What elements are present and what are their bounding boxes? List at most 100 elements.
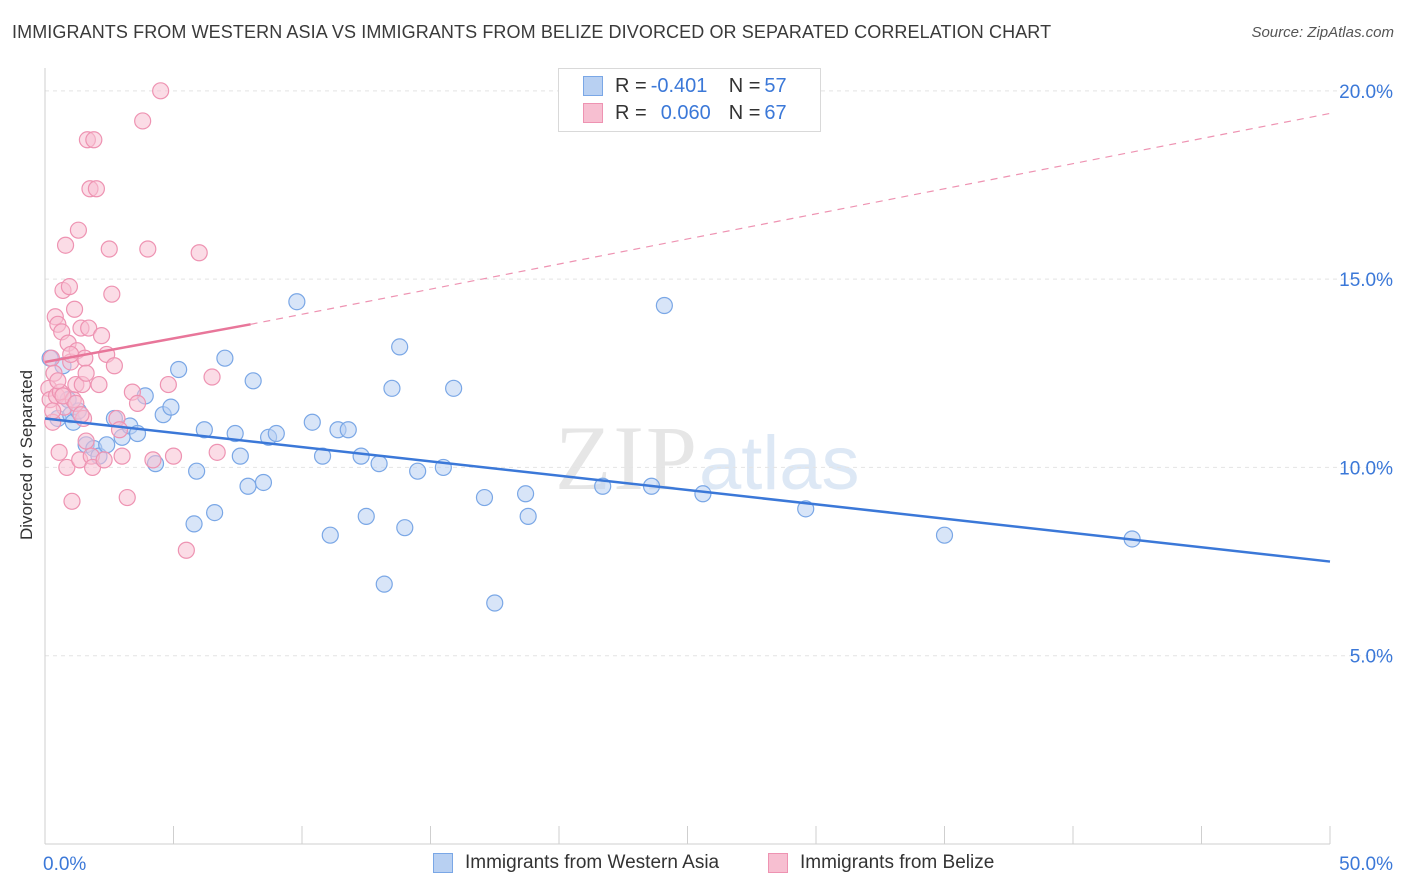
- y-tick-label: 15.0%: [1339, 270, 1393, 291]
- legend-swatch-blue: [583, 76, 603, 96]
- point-western-asia: [409, 462, 427, 480]
- chart-title: IMMIGRANTS FROM WESTERN ASIA VS IMMIGRAN…: [12, 22, 1052, 42]
- watermark-atlas: atlas: [699, 421, 860, 506]
- point-belize: [80, 319, 98, 337]
- point-western-asia: [391, 338, 409, 356]
- point-belize: [128, 394, 147, 412]
- trend-line-western-asia: [44, 417, 1331, 563]
- legend-swatch-pink: [583, 103, 603, 123]
- point-belize: [113, 447, 131, 465]
- point-western-asia: [486, 594, 504, 612]
- point-belize: [60, 278, 79, 296]
- point-belize: [203, 368, 221, 386]
- point-belize: [177, 541, 195, 559]
- n-label: N =: [728, 101, 761, 124]
- point-western-asia: [185, 515, 203, 533]
- r-value: 0.060: [660, 101, 711, 124]
- legend-swatch-belize: [768, 853, 788, 873]
- n-label: N =: [728, 74, 761, 97]
- point-western-asia: [170, 360, 188, 379]
- legend-swatch-western-asia: [433, 853, 453, 873]
- point-belize: [50, 443, 68, 461]
- point-western-asia: [396, 519, 414, 537]
- point-belize: [85, 131, 103, 149]
- point-belize: [49, 372, 67, 390]
- point-belize: [92, 327, 111, 345]
- point-western-asia: [231, 447, 249, 465]
- point-western-asia: [244, 372, 262, 390]
- point-belize: [63, 492, 81, 510]
- point-belize: [134, 112, 152, 130]
- point-belize: [56, 236, 75, 254]
- point-western-asia: [475, 488, 494, 507]
- point-belize: [90, 375, 108, 394]
- point-western-asia: [383, 379, 401, 397]
- point-belize: [105, 357, 123, 375]
- y-axis-label: Divorced or Separated: [17, 369, 36, 541]
- r-label: R =: [615, 101, 647, 124]
- point-western-asia: [516, 485, 535, 503]
- legend-item-western-asia: Immigrants from Western Asia: [433, 852, 719, 874]
- point-belize: [69, 221, 88, 239]
- point-western-asia: [375, 575, 393, 593]
- point-belize: [42, 349, 61, 367]
- point-belize: [103, 285, 121, 303]
- r-label: R =: [615, 74, 647, 97]
- point-belize: [77, 364, 95, 382]
- point-western-asia: [206, 504, 224, 522]
- point-western-asia: [303, 413, 321, 431]
- point-belize: [44, 402, 62, 420]
- point-western-asia: [519, 507, 537, 525]
- watermark: ZIPatlas: [555, 405, 860, 511]
- correlation-legend: R = -0.401 N = 57 R = 0.060 N = 67: [558, 68, 821, 132]
- point-western-asia: [694, 485, 712, 503]
- point-belize: [159, 375, 177, 394]
- point-belize: [65, 300, 84, 318]
- watermark-zip: ZIP: [555, 407, 699, 509]
- point-belize: [110, 421, 129, 439]
- legend-label-western-asia: Immigrants from Western Asia: [465, 852, 720, 873]
- point-western-asia: [226, 424, 244, 443]
- x-tick-label-max: 50.0%: [1339, 854, 1393, 875]
- point-western-asia: [352, 447, 370, 465]
- point-western-asia: [655, 296, 673, 315]
- point-belize: [95, 451, 113, 469]
- point-belize: [87, 180, 106, 198]
- point-belize: [152, 82, 170, 100]
- point-western-asia: [98, 436, 116, 454]
- point-western-asia: [195, 421, 213, 439]
- legend-item-belize: Immigrants from Belize: [768, 852, 994, 874]
- point-belize: [62, 345, 80, 364]
- n-value: 67: [764, 101, 787, 124]
- point-belize: [139, 240, 157, 258]
- point-belize: [54, 387, 72, 405]
- point-western-asia: [254, 473, 273, 492]
- legend-label-belize: Immigrants from Belize: [800, 852, 995, 873]
- point-belize: [144, 451, 162, 469]
- point-western-asia: [216, 349, 234, 367]
- legend-row-western-asia: R = -0.401 N = 57: [583, 75, 787, 97]
- point-western-asia: [370, 455, 388, 473]
- point-belize: [100, 240, 118, 258]
- point-western-asia: [445, 379, 463, 397]
- point-belize: [208, 443, 226, 461]
- x-tick-label-min: 0.0%: [43, 854, 86, 875]
- point-belize: [190, 244, 208, 262]
- trend-line-belize: [44, 323, 251, 364]
- point-western-asia: [357, 507, 375, 525]
- point-belize: [58, 458, 76, 477]
- point-belize: [118, 488, 136, 507]
- point-western-asia: [188, 462, 206, 480]
- point-western-asia: [339, 421, 357, 439]
- y-tick-label: 20.0%: [1339, 82, 1393, 103]
- legend-row-belize: R = 0.060 N = 67: [583, 102, 787, 124]
- y-tick-label: 10.0%: [1339, 458, 1393, 479]
- point-western-asia: [162, 398, 180, 416]
- r-value: -0.401: [650, 74, 708, 97]
- point-western-asia: [239, 477, 257, 495]
- source-credit: Source: ZipAtlas.com: [1251, 24, 1394, 41]
- n-value: 57: [764, 74, 787, 97]
- trend-line-belize-extension: [250, 112, 1331, 325]
- point-western-asia: [288, 293, 306, 311]
